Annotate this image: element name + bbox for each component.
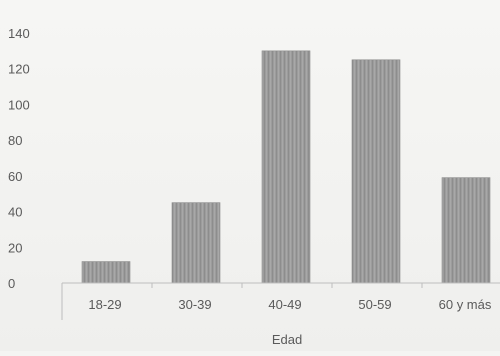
x-tick-label: 18-29 <box>88 297 121 312</box>
y-tick-label: 40 <box>8 205 22 220</box>
x-tick-label: 60 y más <box>439 297 492 312</box>
x-tick-label: 50-59 <box>358 297 391 312</box>
y-tick-label: 120 <box>8 62 30 77</box>
y-tick-label: 0 <box>8 276 15 291</box>
bar-60-y-más <box>441 177 491 284</box>
x-axis-label: Edad <box>272 332 302 347</box>
y-tick-label: 20 <box>8 240 22 255</box>
x-tick-label: 40-49 <box>268 297 301 312</box>
bar-30-39 <box>171 202 221 284</box>
y-tick-label: 60 <box>8 169 22 184</box>
bar-40-49 <box>261 50 311 284</box>
axes-group <box>61 282 500 320</box>
y-axis-ticks: 0 20 40 60 80 100 120 140 <box>8 26 30 291</box>
bar-50-59 <box>351 59 401 284</box>
x-axis-ticks: 18-29 30-39 40-49 50-59 60 y más <box>88 297 491 312</box>
x-tick-label: 30-39 <box>178 297 211 312</box>
bars-group <box>81 50 491 284</box>
y-tick-label: 100 <box>8 97 30 112</box>
y-tick-label: 80 <box>8 133 22 148</box>
bar-18-29 <box>81 261 131 284</box>
y-tick-label: 140 <box>8 26 30 41</box>
